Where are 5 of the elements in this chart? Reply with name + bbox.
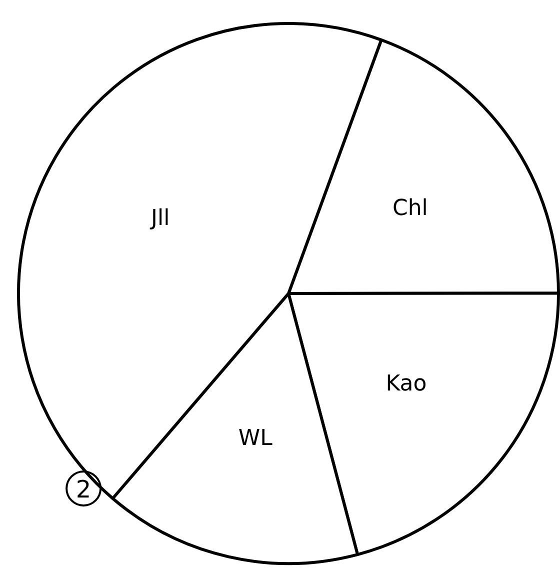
slice-label: Kao xyxy=(386,372,427,397)
slice-label: WL xyxy=(238,426,274,451)
slice-label: Jll xyxy=(149,206,170,231)
slice-label: Chl xyxy=(392,196,428,221)
text: 2 xyxy=(76,475,92,504)
